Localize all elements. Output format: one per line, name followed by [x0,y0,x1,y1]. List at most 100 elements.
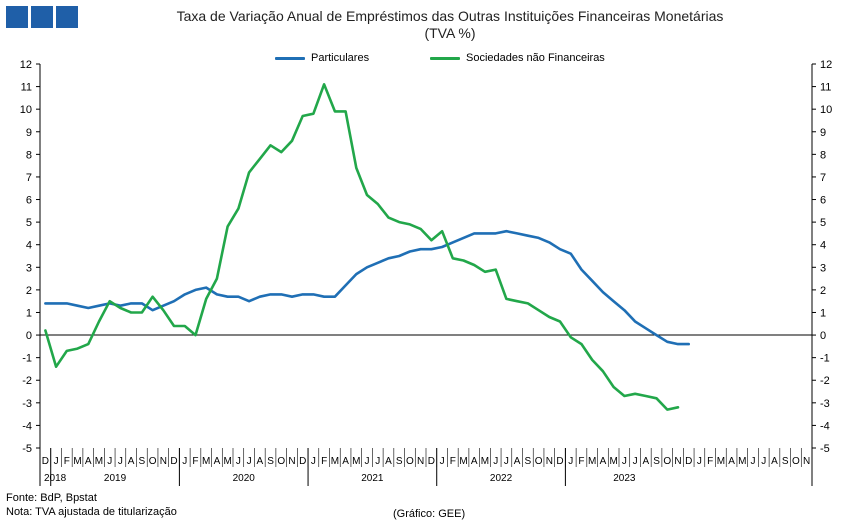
month-label: A [85,456,92,467]
month-label: A [642,456,649,467]
month-label: S [782,456,789,467]
month-label: N [288,456,295,467]
month-label: J [697,456,702,467]
month-label: D [685,456,692,467]
legend-item-sociedades: Sociedades não Financeiras [430,52,605,64]
year-label-2023: 2023 [613,473,636,484]
chart-credit: (Gráfico: GEE) [393,508,466,520]
y-tick-label-left: -3 [22,398,32,410]
month-label: J [236,456,241,467]
legend-item-particulares: Particulares [275,52,369,64]
month-label: N [803,456,810,467]
month-label: J [54,456,59,467]
y-tick-label-right: 10 [820,104,832,116]
month-label: J [365,456,370,467]
month-label: J [182,456,187,467]
y-tick-label-right: -4 [820,420,830,432]
y-tick-label-right: -3 [820,398,830,410]
month-label: M [459,456,467,467]
month-label: S [525,456,532,467]
month-label: M [95,456,103,467]
month-label: N [417,456,424,467]
month-label: J [568,456,573,467]
month-label: D [42,456,49,467]
month-label: A [471,456,478,467]
y-tick-label-left: 12 [20,59,32,71]
y-tick-label-left: 6 [26,195,32,207]
logo-square-1 [6,6,28,28]
month-label: S [653,456,660,467]
month-label: O [277,456,285,467]
y-tick-label-left: 11 [21,82,32,94]
month-label: F [64,456,70,467]
y-tick-label-right: 6 [820,195,826,207]
year-label-2019: 2019 [104,473,127,484]
y-tick-label-left: -5 [22,443,32,455]
month-label: J [107,456,112,467]
month-label: J [504,456,509,467]
legend-swatch-particulares [275,56,305,60]
y-tick-label-right: -1 [820,353,830,365]
legend-swatch-sociedades [430,56,460,60]
chart-subtitle: (TVA %) [424,25,476,41]
logo [6,6,78,28]
month-label: J [751,456,756,467]
month-label: A [385,456,392,467]
y-tick-label-left: 1 [26,307,32,319]
y-tick-label-left: 4 [26,240,32,252]
year-label-2020: 2020 [233,473,256,484]
y-tick-label-right: 3 [820,262,826,274]
month-label: J [440,456,445,467]
month-label: A [728,456,735,467]
y-tick-label-right: 1 [820,307,826,319]
chart-title: Taxa de Variação Anual de Empréstimos da… [176,8,724,24]
month-label: D [170,456,177,467]
month-label: M [481,456,489,467]
logo-square-3 [56,6,78,28]
y-tick-label-left: -4 [22,420,32,432]
y-tick-label-right: 11 [820,82,831,94]
month-label: J [493,456,498,467]
y-tick-label-right: 9 [820,127,826,139]
month-label: M [73,456,81,467]
month-label: S [396,456,403,467]
month-label: M [202,456,210,467]
month-label: M [352,456,360,467]
month-label: A [771,456,778,467]
source-note: Fonte: BdP, Bpstat [6,492,97,504]
series-line-particulares [44,229,691,346]
y-tick-label-right: 4 [820,240,826,252]
logo-square-2 [31,6,53,28]
y-tick-label-left: -2 [22,375,32,387]
month-label: A [128,456,135,467]
series-line-sociedades-nao-financeiras [44,83,680,411]
month-label: F [321,456,327,467]
y-tick-label-left: 8 [26,149,32,161]
chart-title-block: Taxa de Variação Anual de Empréstimos da… [100,8,800,42]
month-label: M [223,456,231,467]
month-label: M [588,456,596,467]
y-tick-label-right: 7 [820,172,826,184]
y-tick-label-left: 2 [26,285,32,297]
month-label: D [556,456,563,467]
month-label: J [375,456,380,467]
y-tick-label-right: 0 [820,330,826,342]
month-label: O [663,456,671,467]
y-tick-label-right: -5 [820,443,830,455]
month-label: N [674,456,681,467]
month-label: J [633,456,638,467]
month-label: N [160,456,167,467]
y-tick-label-left: 10 [20,104,32,116]
month-label: D [299,456,306,467]
y-tick-label-left: 0 [26,330,32,342]
month-label: S [139,456,146,467]
month-label: A [214,456,221,467]
month-label: O [792,456,800,467]
footnote: Nota: TVA ajustada de titularização [6,506,177,518]
month-label: J [311,456,316,467]
year-label-2018: 2018 [44,473,67,484]
month-label: A [514,456,521,467]
y-tick-label-left: 7 [26,172,32,184]
y-tick-label-left: 3 [26,262,32,274]
month-label: M [738,456,746,467]
